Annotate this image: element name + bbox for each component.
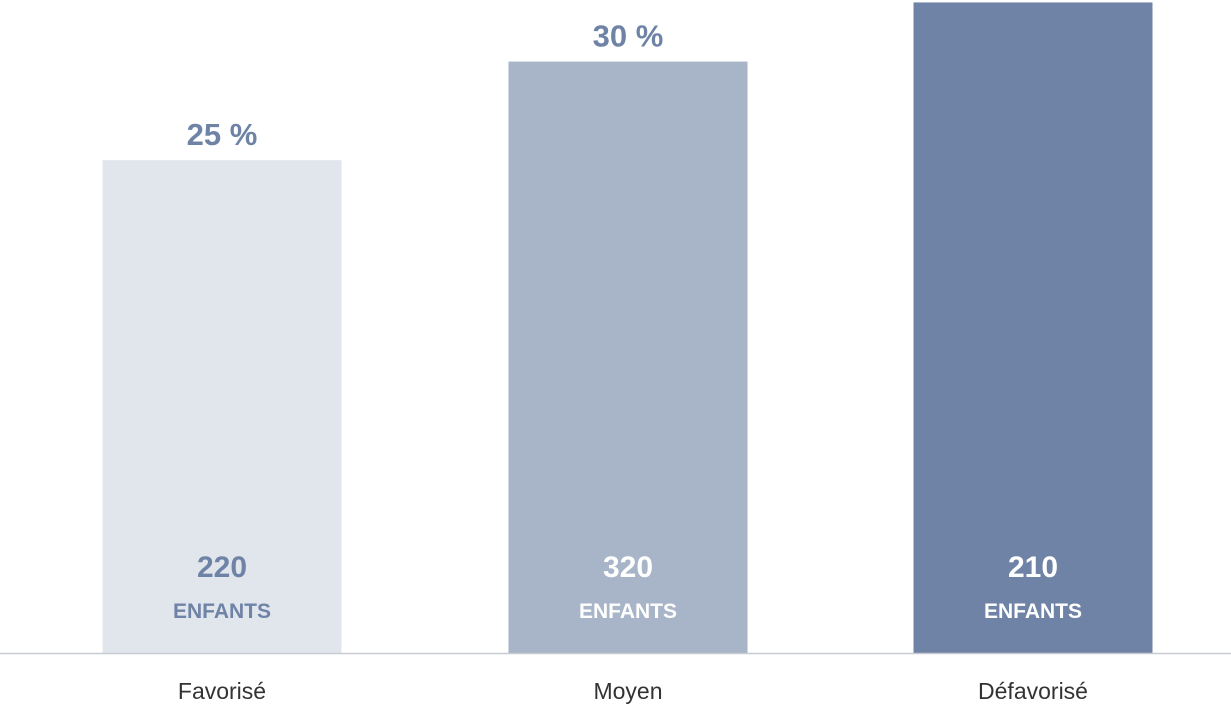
data-label-count: 210 [1008,551,1058,584]
bar-1 [508,61,748,654]
data-label-percent: 30 % [593,19,664,54]
data-label-count: 220 [197,551,247,584]
x-tick-label: Favorisé [178,678,266,704]
x-tick-label: Moyen [593,678,662,704]
data-label-count: 320 [603,551,653,584]
bar-2 [913,2,1153,653]
labels-layer: 25 % 220 ENFANTS Favorisé 30 % 320 ENFANTS Moye… [173,19,1088,704]
data-label-unit: ENFANTS [579,600,677,623]
bars-layer [102,2,1153,654]
bar-0 [102,160,342,653]
data-label-unit: ENFANTS [984,600,1082,623]
x-tick-label: Défavorisé [978,678,1088,704]
data-label-unit: ENFANTS [173,600,271,623]
data-label-percent: 25 % [187,117,258,152]
